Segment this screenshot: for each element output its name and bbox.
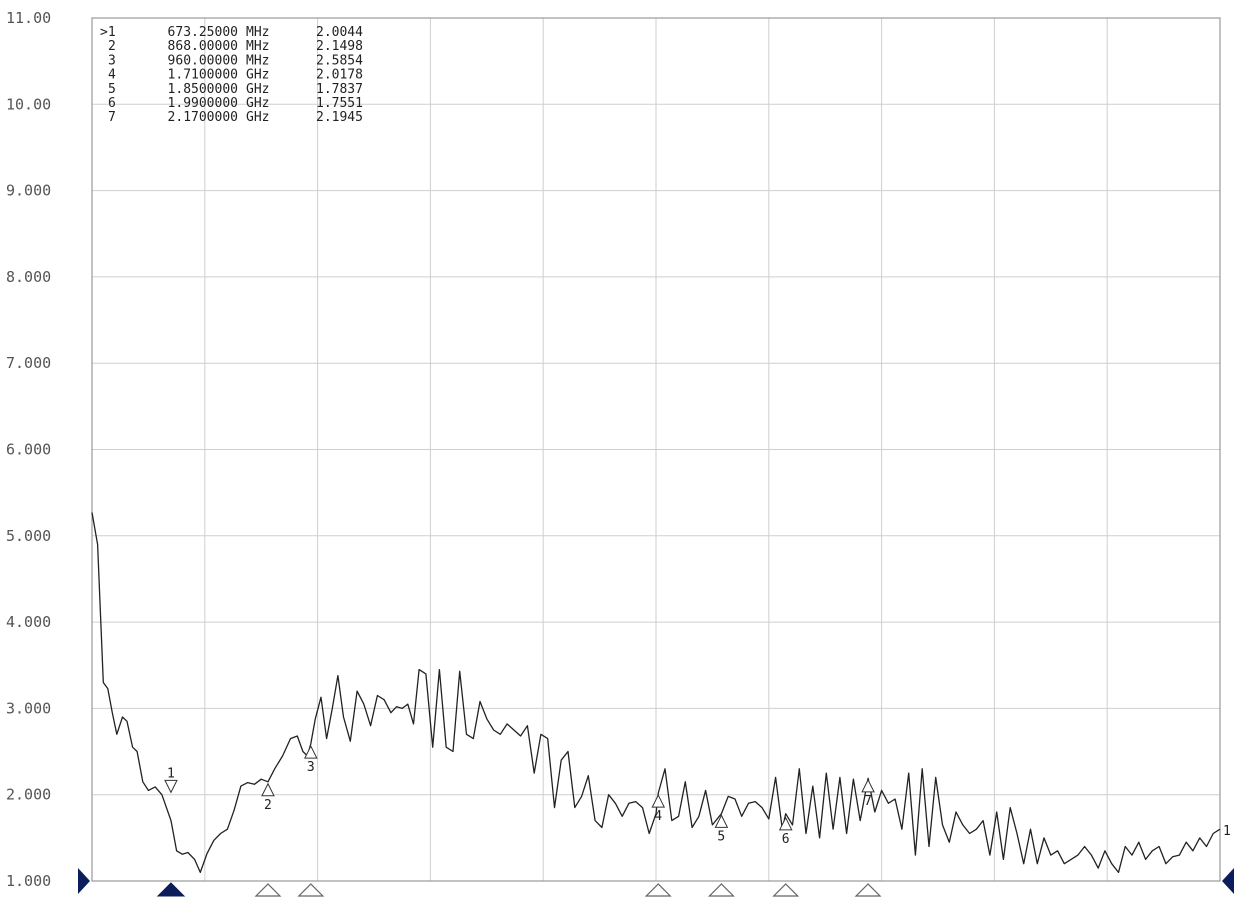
y-tick-label: 3.000 (6, 699, 51, 717)
marker-frequency: 1.7100000 (168, 68, 238, 83)
marker-number: 2 (264, 798, 272, 813)
y-tick-label: 9.000 (6, 182, 51, 200)
trace-end-label: 1 (1223, 824, 1231, 839)
marker-frequency: 1.9900000 (168, 96, 238, 111)
marker-value: 1.7551 (316, 96, 363, 111)
marker-position-indicator (254, 883, 282, 897)
marker-position-indicator (707, 883, 735, 897)
marker-frequency: 673.25000 (168, 25, 238, 40)
bottom-indicator-layer (78, 868, 1234, 897)
marker-triangle-icon (651, 794, 666, 808)
marker-number: 4 (654, 809, 662, 824)
marker-triangle-icon (861, 778, 875, 793)
marker-number: 5 (717, 829, 725, 844)
marker-id: 3 (108, 53, 116, 68)
marker-frequency: 2.1700000 (168, 110, 238, 125)
marker-unit: MHz (246, 53, 269, 68)
series-line (91, 512, 1221, 874)
marker-triangle-icon (164, 779, 178, 794)
marker-table-row: 5 1.8500000 GHz 1.7837 (108, 82, 363, 97)
y-tick-labels: 1.000 2.000 3.000 4.000 5.000 6.000 7.000 8.000… (6, 9, 51, 890)
marker-triangle-icon (778, 816, 793, 831)
marker-frequency: 960.00000 (168, 53, 238, 68)
marker-id: 7 (108, 110, 116, 125)
y-tick-label: 5.000 (6, 527, 51, 545)
marker-position-indicator (297, 883, 325, 897)
y-tick-label: 4.000 (6, 613, 51, 631)
marker-frequency: 1.8500000 (168, 82, 238, 97)
y-tick-label: 11.00 (6, 9, 51, 27)
marker-table-row: >1 673.25000 MHz 2.0044 (100, 25, 363, 40)
marker-table-row: 2 868.00000 MHz 2.1498 (108, 39, 363, 54)
marker-value: 2.5854 (316, 53, 363, 68)
y-tick-label: 10.00 (6, 95, 51, 113)
marker-id: >1 (100, 25, 116, 40)
marker-number: 1 (167, 766, 175, 781)
marker-table-row: 3 960.00000 MHz 2.5854 (108, 53, 363, 68)
y-tick-label: 6.000 (6, 441, 51, 459)
y-tick-label: 2.000 (6, 786, 51, 804)
marker-1: 1 (164, 766, 178, 794)
marker-6: 6 (778, 816, 793, 847)
trace-layer: 1 (91, 512, 1231, 874)
marker-triangle-icon (714, 814, 729, 828)
marker-table-row: 6 1.9900000 GHz 1.7551 (108, 96, 363, 111)
marker-unit: GHz (246, 82, 269, 97)
y-tick-label: 8.000 (6, 268, 51, 286)
marker-position-indicator-active (156, 882, 186, 897)
marker-id: 4 (108, 68, 116, 83)
y-tick-label: 1.000 (6, 872, 51, 890)
marker-value: 2.1498 (316, 39, 363, 54)
marker-id: 6 (108, 96, 116, 111)
marker-number: 6 (782, 832, 790, 847)
reference-level-right-icon (1222, 868, 1234, 894)
marker-position-indicator (854, 883, 882, 897)
marker-unit: MHz (246, 25, 269, 40)
marker-value: 2.0044 (316, 25, 363, 40)
marker-layer: 1 2 3 4 5 6 7 (164, 745, 875, 847)
marker-triangle-icon (304, 745, 318, 759)
marker-7: 7 (861, 778, 875, 809)
marker-table-row: 4 1.7100000 GHz 2.0178 (108, 68, 363, 83)
marker-unit: GHz (246, 96, 269, 111)
marker-table-row: 7 2.1700000 GHz 2.1945 (108, 110, 363, 125)
marker-value: 2.0178 (316, 68, 363, 83)
marker-value: 1.7837 (316, 82, 363, 97)
marker-2: 2 (261, 782, 275, 813)
plot-frame (91, 17, 1221, 882)
marker-number: 7 (864, 794, 872, 809)
marker-id: 5 (108, 82, 116, 97)
marker-id: 2 (108, 39, 116, 54)
marker-value: 2.1945 (316, 110, 363, 125)
marker-position-indicator (772, 883, 800, 897)
marker-position-indicator (644, 883, 672, 897)
marker-5: 5 (714, 814, 729, 844)
marker-4: 4 (651, 794, 666, 824)
reference-level-left-icon (78, 868, 90, 894)
marker-frequency: 868.00000 (168, 39, 238, 54)
marker-number: 3 (307, 760, 315, 775)
marker-unit: MHz (246, 39, 269, 54)
marker-unit: GHz (246, 110, 269, 125)
marker-triangle-icon (261, 782, 275, 797)
grid (91, 17, 1221, 882)
marker-unit: GHz (246, 68, 269, 83)
marker-3: 3 (304, 745, 318, 775)
y-tick-label: 7.000 (6, 354, 51, 372)
